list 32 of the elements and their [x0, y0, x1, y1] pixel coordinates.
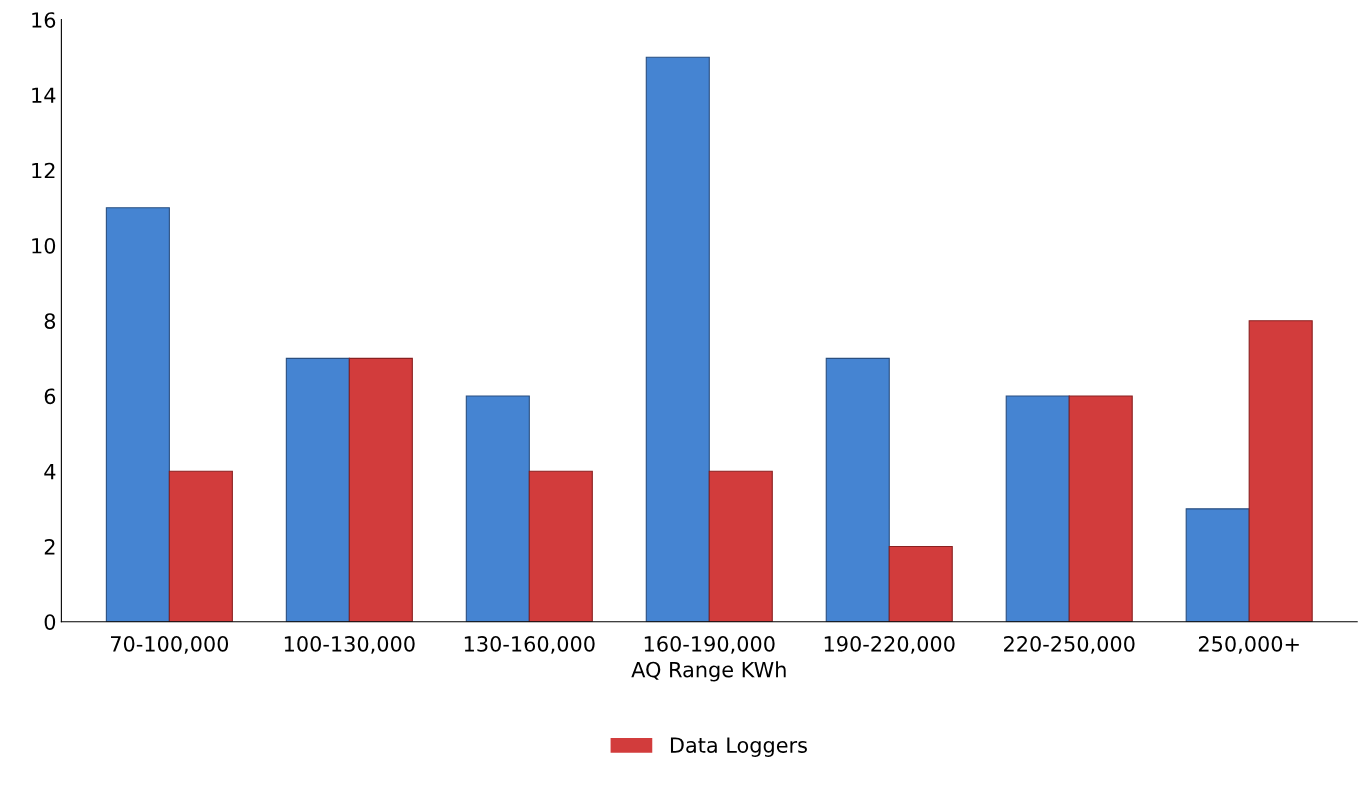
bar — [1248, 320, 1313, 622]
y-tick-label: 2 — [44, 538, 55, 555]
legend-label: Data Loggers — [670, 737, 807, 757]
bar — [1185, 508, 1250, 622]
bar — [105, 207, 170, 622]
x-tick-label: 70-100,000 — [110, 635, 229, 654]
bar — [708, 470, 773, 622]
bar — [825, 357, 890, 622]
y-tick-label: 8 — [44, 313, 56, 329]
bar — [528, 470, 593, 622]
x-tick-label: 160-190,000 — [644, 635, 775, 654]
bar — [1068, 395, 1133, 622]
x-tick-label: 250,000+ — [1198, 635, 1299, 654]
bar — [168, 470, 233, 622]
y-tick-label: 6 — [44, 388, 56, 405]
y-tick-label: 12 — [32, 162, 55, 179]
x-tick-label: 190-220,000 — [824, 635, 955, 654]
x-axis-title: AQ Range KWh — [631, 661, 786, 682]
bar — [1005, 395, 1070, 622]
bar — [465, 395, 530, 622]
bar — [285, 357, 350, 622]
x-tick-label: 130-160,000 — [464, 635, 595, 654]
x-tick-label: 100-130,000 — [284, 635, 415, 654]
y-tick-label: 4 — [44, 463, 56, 480]
y-tick-label: 14 — [32, 87, 56, 103]
bar — [348, 357, 413, 622]
bar — [645, 56, 710, 622]
y-tick-label: 16 — [32, 12, 56, 28]
bar — [888, 545, 953, 622]
y-tick-label: 0 — [44, 614, 56, 630]
y-tick-label: 10 — [32, 237, 56, 254]
x-tick-label: 220-250,000 — [1004, 635, 1135, 654]
